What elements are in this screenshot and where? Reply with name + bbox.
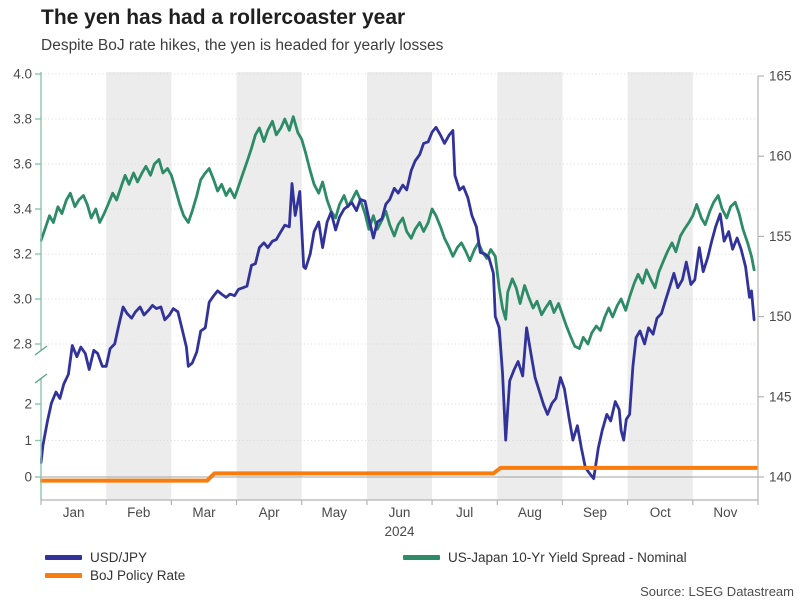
svg-text:3.8: 3.8	[13, 112, 32, 127]
series-line-boj-policy-rate	[40, 465, 758, 483]
svg-text:2: 2	[24, 397, 32, 412]
svg-text:4.0: 4.0	[13, 67, 32, 82]
svg-text:Aug: Aug	[518, 505, 542, 520]
svg-text:3.0: 3.0	[13, 292, 32, 307]
svg-text:3.4: 3.4	[13, 202, 32, 217]
svg-text:Jul: Jul	[456, 505, 473, 520]
x-axis: Jan Feb Mar Apr May Jun Jul Aug Sep Oct Nov 2024	[40, 499, 759, 539]
svg-text:140: 140	[769, 470, 792, 485]
svg-text:150: 150	[769, 309, 792, 324]
source-attribution: Source: LSEG Datastream	[640, 584, 794, 599]
boj-rate-line-swatch	[45, 573, 82, 578]
left-axis: 4.0 3.8 3.6 3.4 3.2 3.0 2.8 2 1 0	[13, 67, 42, 500]
series-line-us-japan-10-yr-yield-spread-nominal	[40, 115, 756, 350]
svg-text:165: 165	[769, 69, 792, 84]
legend-label-usdjpy: USD/JPY	[90, 550, 148, 565]
legend-item-yield-spread: US-Japan 10-Yr Yield Spread - Nominal	[403, 550, 687, 565]
svg-text:1: 1	[24, 433, 32, 448]
svg-text:3.2: 3.2	[13, 247, 32, 262]
chart-subtitle: Despite BoJ rate hikes, the yen is heade…	[41, 37, 444, 54]
svg-text:Feb: Feb	[127, 505, 150, 520]
legend-item-usdjpy: USD/JPY	[45, 550, 147, 565]
month-bands	[106, 72, 693, 500]
svg-text:2.8: 2.8	[13, 337, 32, 352]
series-line-usd-jpy	[40, 125, 756, 480]
legend-label-boj-rate: BoJ Policy Rate	[90, 568, 186, 583]
svg-text:0: 0	[24, 470, 32, 485]
yield-spread-line-swatch	[403, 555, 440, 560]
series-lines	[40, 115, 758, 483]
svg-text:3.6: 3.6	[13, 157, 32, 172]
legend-item-boj-rate: BoJ Policy Rate	[45, 568, 185, 583]
svg-text:Mar: Mar	[192, 505, 216, 520]
svg-text:160: 160	[769, 149, 792, 164]
svg-text:Apr: Apr	[259, 505, 281, 520]
svg-text:Jan: Jan	[63, 505, 85, 520]
svg-text:Jun: Jun	[389, 505, 411, 520]
svg-text:May: May	[322, 505, 348, 520]
svg-text:155: 155	[769, 229, 792, 244]
axis-break-marks	[34, 345, 48, 384]
svg-text:145: 145	[769, 389, 792, 404]
right-axis: 165 160 155 150 145 140	[757, 69, 792, 500]
chart-title: The yen has had a rollercoaster year	[41, 6, 406, 29]
svg-text:Oct: Oct	[650, 505, 671, 520]
legend-label-yield-spread: US-Japan 10-Yr Yield Spread - Nominal	[448, 550, 687, 565]
svg-text:2024: 2024	[384, 524, 415, 539]
svg-text:Sep: Sep	[583, 505, 607, 520]
svg-text:Nov: Nov	[713, 505, 737, 520]
usdjpy-line-swatch	[45, 555, 82, 560]
